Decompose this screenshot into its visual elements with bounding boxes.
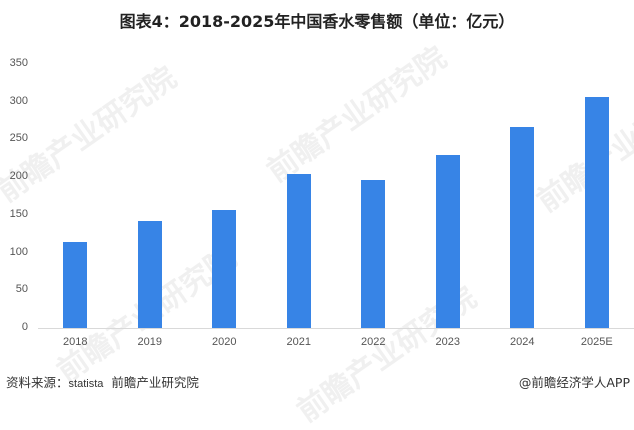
chart-title: 图表4：2018-2025年中国香水零售额（单位：亿元） xyxy=(119,12,515,31)
y-tick-label: 100 xyxy=(9,245,28,258)
bar-2018 xyxy=(63,242,88,328)
x-tick-label: 2022 xyxy=(361,336,386,348)
source-value: statista xyxy=(68,378,104,390)
bar-2022 xyxy=(361,180,386,328)
source-note: 资料来源：statista 前瞻产业研究院 xyxy=(6,372,199,391)
bar-2020 xyxy=(212,210,237,328)
x-tick-label: 2023 xyxy=(435,336,460,348)
bar-chart: 前瞻产业研究院前瞻产业研究院前瞻产业研究院前瞻产业研究院前瞻产业研究院 0501… xyxy=(0,40,634,429)
bar-2025E xyxy=(584,97,609,328)
x-tick-label: 2018 xyxy=(63,336,88,348)
y-tick-label: 300 xyxy=(9,94,28,107)
y-tick-label: 0 xyxy=(21,321,28,333)
source-label: 资料来源： xyxy=(6,375,69,390)
y-tick-label: 250 xyxy=(9,132,28,145)
y-tick-label: 200 xyxy=(9,170,28,183)
credit: @前瞻经济学人APP xyxy=(518,375,630,390)
bar-2024 xyxy=(510,127,535,328)
x-tick-label: 2024 xyxy=(510,336,535,348)
source-org: 前瞻产业研究院 xyxy=(111,375,199,390)
y-tick-label: 150 xyxy=(9,207,28,220)
x-axis-line xyxy=(38,328,634,329)
y-tick-label: 50 xyxy=(15,283,28,296)
x-tick-label: 2025E xyxy=(580,336,613,348)
x-tick-label: 2019 xyxy=(137,336,162,348)
bar-2021 xyxy=(286,174,311,328)
x-tick-label: 2021 xyxy=(286,336,311,348)
bar-2019 xyxy=(137,220,162,328)
x-tick-label: 2020 xyxy=(212,336,237,348)
watermark: 前瞻产业研究院 xyxy=(530,70,634,220)
bar-2023 xyxy=(435,155,460,328)
watermark: 前瞻产业研究院 xyxy=(260,40,454,190)
y-tick-label: 350 xyxy=(9,57,28,69)
